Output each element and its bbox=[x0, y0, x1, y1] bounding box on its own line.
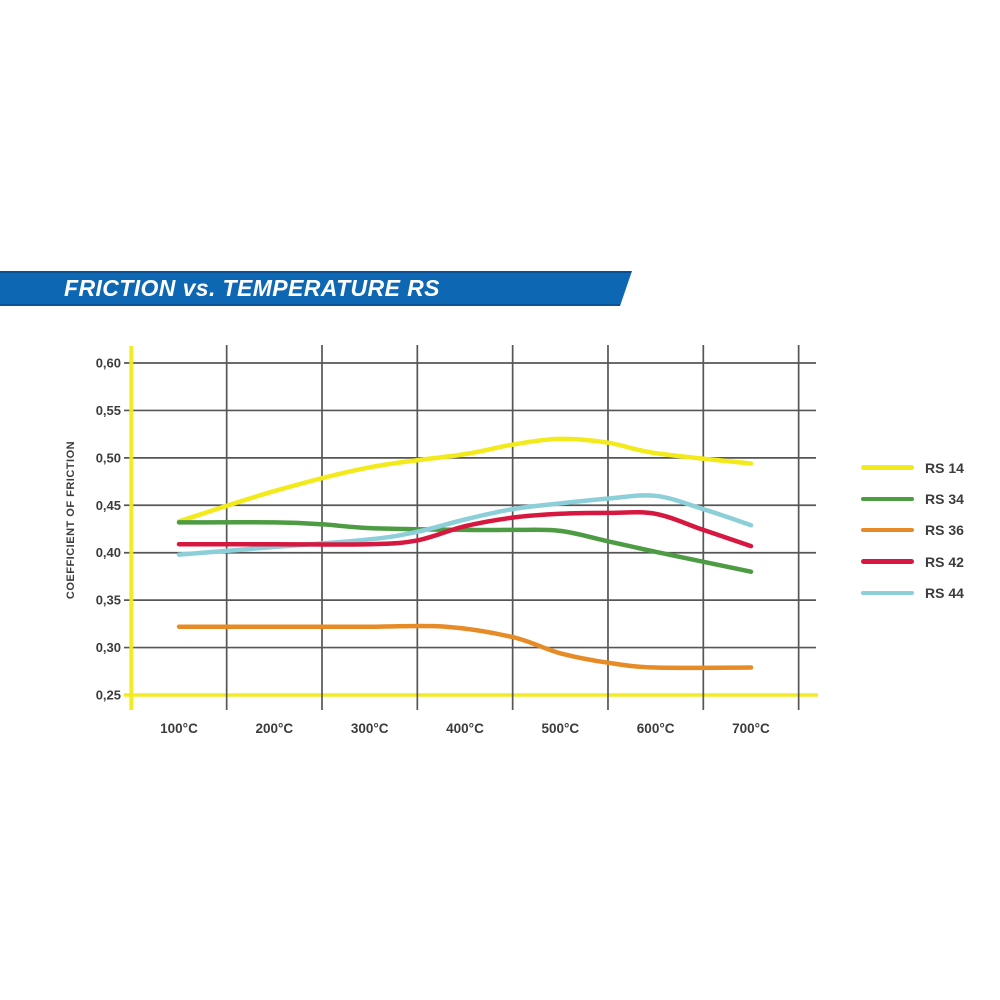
x-tick-label: 700°C bbox=[732, 721, 770, 736]
y-tick-label: 0,50 bbox=[96, 450, 121, 465]
legend-line-swatch bbox=[861, 496, 914, 502]
legend-line-swatch bbox=[861, 527, 914, 533]
legend-label: RS 36 bbox=[925, 522, 964, 539]
x-tick-label: 200°C bbox=[255, 721, 293, 736]
x-tick-label: 400°C bbox=[446, 721, 484, 736]
y-tick-label: 0,45 bbox=[96, 498, 121, 513]
legend-item-rs42: RS 42 bbox=[861, 546, 964, 577]
legend-item-rs36: RS 36 bbox=[861, 515, 964, 546]
legend-line-swatch bbox=[861, 559, 914, 564]
legend-label: RS 14 bbox=[925, 459, 964, 476]
chart-legend: RS 14 RS 34 RS 36 RS 42 RS 44 bbox=[861, 452, 964, 608]
y-tick-label: 0,55 bbox=[96, 403, 121, 418]
legend-line-swatch bbox=[861, 590, 914, 596]
series-curve-rs-34 bbox=[176, 519, 754, 574]
legend-label: RS 42 bbox=[925, 553, 964, 570]
legend-item-rs14: RS 14 bbox=[861, 452, 964, 483]
x-tick-label: 300°C bbox=[351, 721, 389, 736]
y-tick-label: 0,30 bbox=[96, 640, 121, 655]
legend-label: RS 34 bbox=[925, 490, 964, 507]
x-tick-label: 600°C bbox=[637, 721, 675, 736]
series-curve-rs-36 bbox=[176, 623, 754, 671]
y-tick-label: 0,35 bbox=[96, 593, 121, 608]
legend-item-rs34: RS 34 bbox=[861, 483, 964, 514]
legend-label: RS 44 bbox=[925, 584, 964, 601]
y-tick-label: 0,60 bbox=[96, 356, 121, 371]
series-curve-rs-14 bbox=[176, 436, 754, 524]
y-axis-title: COEFFICIENT OF FRICTION bbox=[65, 440, 77, 600]
x-tick-label: 500°C bbox=[541, 721, 579, 736]
title-banner: FRICTION vs. TEMPERATURE RS bbox=[0, 271, 632, 306]
y-tick-label: 0,25 bbox=[96, 687, 121, 702]
x-tick-label: 100°C bbox=[160, 721, 198, 736]
chart-title: FRICTION vs. TEMPERATURE RS bbox=[64, 275, 440, 301]
series-curve-rs-42 bbox=[176, 510, 754, 549]
y-tick-label: 0,40 bbox=[96, 545, 121, 560]
legend-line-swatch bbox=[861, 465, 914, 470]
legend-item-rs44: RS 44 bbox=[861, 577, 964, 608]
